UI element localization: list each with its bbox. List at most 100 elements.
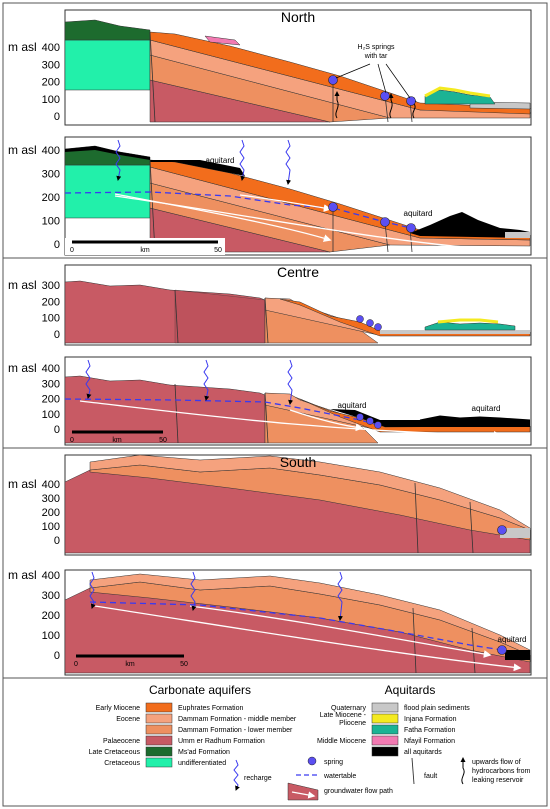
legend-age-label: Palaeocene <box>103 738 140 745</box>
y-tick-label: 100 <box>42 94 60 106</box>
legend-watertable-label: watertable <box>323 773 356 780</box>
legend-item-label: Dammam Formation - middle member <box>178 716 297 723</box>
fault-icon <box>411 757 415 785</box>
aquitard-label: aquitard <box>206 156 235 165</box>
scalebar-start: 0 <box>70 247 74 254</box>
legend-carbonate-items: Early Miocene Euphrates Formation Eocene Da… <box>89 702 297 768</box>
y-tick-label: 0 <box>54 650 60 662</box>
recharge-icon <box>233 759 240 791</box>
y-tick-label: 300 <box>42 493 60 505</box>
legend-aquitard-title: Aquitards <box>385 683 436 697</box>
legend-hydrocarbon-line-1: upwards flow of <box>472 759 521 766</box>
flowpath-icon <box>291 791 316 799</box>
region-title-centre: Centre <box>277 264 319 280</box>
legend-age-label: Late Cretaceous <box>89 749 141 756</box>
y-tick-label: 300 <box>42 169 60 181</box>
legend-age-label: Early Miocene <box>96 705 140 712</box>
y-tick-label: 400 <box>42 42 60 54</box>
y-axis-unit-label: m asl <box>8 143 37 157</box>
y-tick-label: 100 <box>42 521 60 533</box>
legend: Carbonate aquifers Aquitards Early Mioce… <box>89 683 531 801</box>
legend-item-label: flood plain sediments <box>404 705 470 712</box>
y-tick-label: 100 <box>42 409 60 421</box>
legend-item-label: Ms'ad Formation <box>178 749 230 756</box>
legend-item-label: Euphrates Formation <box>178 705 243 712</box>
legend-swatch <box>145 713 173 724</box>
legend-item-label: Umm er Radhum Formation <box>178 738 265 745</box>
y-tick-label: 0 <box>54 239 60 251</box>
aquitard-label: aquitard <box>498 635 527 644</box>
scalebar-end: 50 <box>159 437 167 444</box>
legend-age-label: Eocene <box>116 716 140 723</box>
legend-swatch <box>145 735 173 746</box>
y-tick-label: 200 <box>42 192 60 204</box>
legend-hydrocarbon-line-2: hydrocarbons from <box>472 768 531 775</box>
legend-age-label: Middle Miocene <box>317 738 366 745</box>
y-tick-label: 400 <box>42 479 60 491</box>
legend-swatch <box>371 724 399 735</box>
aquitard-label: aquitard <box>338 401 367 410</box>
aquitard-label: aquitard <box>472 404 501 413</box>
spring-icon <box>307 756 317 766</box>
legend-border <box>2 677 548 807</box>
legend-swatch <box>371 735 399 746</box>
hydrocarbon-flow-icon <box>460 757 466 785</box>
scalebar-start: 0 <box>74 661 78 668</box>
y-tick-label: 100 <box>42 216 60 228</box>
north-section-1: H₂S springs with tar North <box>64 9 532 126</box>
legend-swatch <box>371 746 399 757</box>
scalebar-start: 0 <box>70 437 74 444</box>
y-tick-label: 300 <box>42 59 60 71</box>
y-tick-label: 400 <box>42 363 60 375</box>
aquitard-label: aquitard <box>404 209 433 218</box>
scalebar-end: 50 <box>180 661 188 668</box>
scalebar-unit: km <box>125 661 135 668</box>
legend-aquitard-items: Quaternary flood plain sediments Late Mioc… <box>317 702 470 757</box>
y-tick-label: 400 <box>42 570 60 582</box>
legend-item-label: undifferentiated <box>178 760 226 767</box>
springs-note-line-2: with tar <box>364 53 388 60</box>
y-tick-label: 200 <box>42 507 60 519</box>
legend-spring-label: spring <box>324 759 343 766</box>
legend-swatch <box>371 702 399 713</box>
legend-swatch <box>145 702 173 713</box>
legend-carbonate-title: Carbonate aquifers <box>149 683 251 697</box>
north-section-2: aquitard aquitard 0 km 50 <box>64 136 532 256</box>
legend-swatch <box>145 746 173 757</box>
legend-age-label: Pliocene <box>339 720 366 727</box>
centre-section-1: Centre <box>64 264 532 346</box>
y-tick-label: 200 <box>42 394 60 406</box>
y-axis-unit-label: m asl <box>8 568 37 582</box>
y-tick-label: 0 <box>54 535 60 547</box>
scalebar-end: 50 <box>214 247 222 254</box>
south-section-2: aquitard 0 km 50 <box>64 569 532 676</box>
y-tick-label: 400 <box>42 145 60 157</box>
legend-age-label: Late Miocene - <box>320 712 367 719</box>
legend-item-label: all aquitards <box>404 749 442 756</box>
centre-section-2: aquitard aquitard 0 km 50 <box>64 356 532 446</box>
legend-recharge-label: recharge <box>244 775 272 782</box>
y-tick-label: 200 <box>42 77 60 89</box>
legend-age-label: Quaternary <box>331 705 367 712</box>
legend-item-label: Fatha Formation <box>404 727 455 734</box>
y-tick-label: 300 <box>42 378 60 390</box>
legend-flowpath-label: groundwater flow path <box>324 788 393 795</box>
y-tick-label: 300 <box>42 280 60 292</box>
y-axis-unit-label: m asl <box>8 40 37 54</box>
y-tick-label: 100 <box>42 313 60 325</box>
y-axis-unit-label: m asl <box>8 278 37 292</box>
y-axes: m asl 400 300 200 100 0 m asl 400 300 200 100 0 m as… <box>8 40 60 662</box>
legend-age-label: Cretaceous <box>104 760 140 767</box>
y-tick-label: 0 <box>54 424 60 436</box>
legend-swatch <box>145 724 173 735</box>
legend-swatch <box>371 713 399 724</box>
scalebar-unit: km <box>140 247 150 254</box>
y-tick-label: 200 <box>42 296 60 308</box>
scalebar-unit: km <box>112 437 122 444</box>
south-section-1: South <box>64 454 532 556</box>
y-tick-label: 0 <box>54 329 60 341</box>
y-tick-label: 300 <box>42 590 60 602</box>
y-axis-unit-label: m asl <box>8 477 37 491</box>
legend-item-label: Dammam Formation - lower member <box>178 727 293 734</box>
